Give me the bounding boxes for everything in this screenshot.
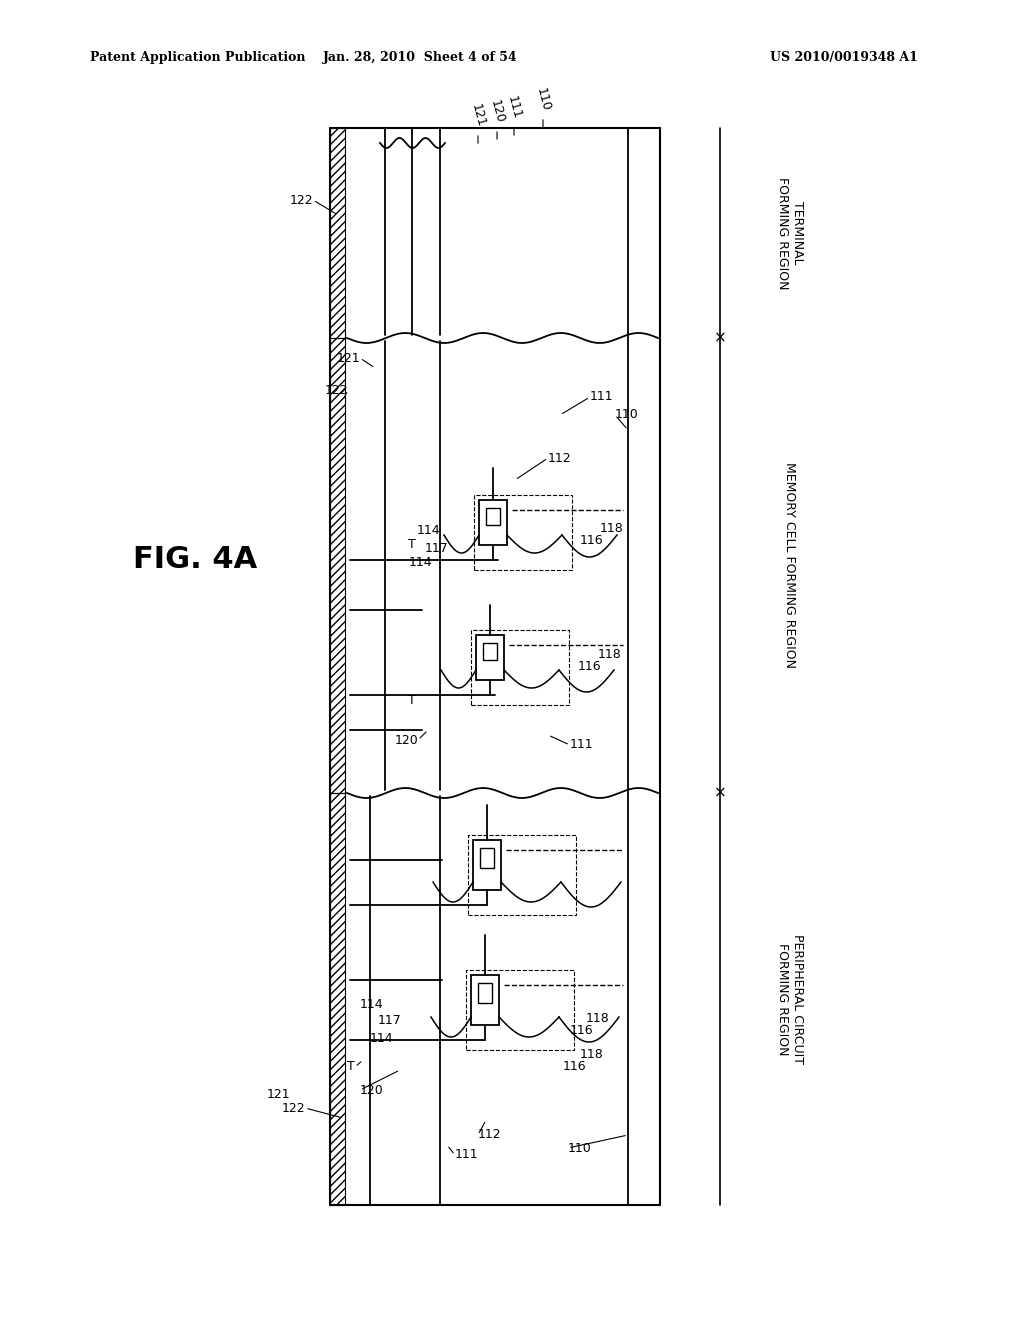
- Text: T: T: [409, 693, 416, 706]
- Text: 110: 110: [568, 1142, 592, 1155]
- Text: 111: 111: [570, 738, 594, 751]
- Bar: [474, 495, 572, 570]
- Text: 111: 111: [505, 95, 523, 121]
- Text: T: T: [409, 539, 416, 552]
- Text: 117: 117: [378, 1014, 401, 1027]
- Text: 118: 118: [586, 1011, 609, 1024]
- Text: 120: 120: [360, 1084, 384, 1097]
- Text: 114: 114: [417, 524, 440, 536]
- Text: 121: 121: [469, 103, 487, 129]
- Text: 121: 121: [336, 351, 360, 364]
- Bar: [486, 508, 500, 525]
- Bar: [330, 793, 345, 1205]
- Text: 116: 116: [570, 1023, 594, 1036]
- Text: 111: 111: [590, 391, 613, 404]
- Bar: [473, 840, 501, 890]
- Text: ×: ×: [714, 330, 726, 346]
- Text: 110: 110: [534, 87, 552, 114]
- Text: FIG. 4A: FIG. 4A: [133, 545, 257, 574]
- Text: 122: 122: [325, 384, 348, 396]
- Text: US 2010/0019348 A1: US 2010/0019348 A1: [770, 50, 918, 63]
- Text: 120: 120: [487, 99, 506, 125]
- Text: 118: 118: [580, 1048, 604, 1061]
- Text: ×: ×: [714, 785, 726, 800]
- Text: 116: 116: [563, 1060, 587, 1073]
- Bar: [483, 643, 497, 660]
- Text: Patent Application Publication: Patent Application Publication: [90, 50, 305, 63]
- Bar: [330, 338, 345, 793]
- Bar: [478, 983, 492, 1003]
- Text: TERMINAL
FORMING REGION: TERMINAL FORMING REGION: [776, 177, 804, 289]
- Text: 110: 110: [615, 408, 639, 421]
- Text: 114: 114: [360, 998, 384, 1011]
- Bar: [471, 975, 499, 1026]
- Bar: [466, 970, 574, 1049]
- Bar: [330, 128, 345, 338]
- Text: 118: 118: [598, 648, 622, 661]
- Text: MEMORY CELL FORMING REGION: MEMORY CELL FORMING REGION: [783, 462, 797, 668]
- Text: 117: 117: [424, 541, 449, 554]
- Text: 112: 112: [478, 1129, 502, 1142]
- Text: 116: 116: [578, 660, 602, 673]
- Text: 121: 121: [266, 1089, 290, 1101]
- Bar: [480, 847, 494, 869]
- Text: 122: 122: [282, 1101, 305, 1114]
- Bar: [479, 500, 507, 545]
- Bar: [471, 630, 569, 705]
- Text: 112: 112: [548, 451, 571, 465]
- Text: 111: 111: [455, 1148, 478, 1162]
- Text: 114: 114: [409, 557, 432, 569]
- Text: 118: 118: [600, 521, 624, 535]
- Text: 116: 116: [580, 533, 603, 546]
- Text: 114: 114: [370, 1031, 393, 1044]
- Text: PERIPHERAL CIRCUIT
FORMING REGION: PERIPHERAL CIRCUIT FORMING REGION: [776, 935, 804, 1064]
- Text: Jan. 28, 2010  Sheet 4 of 54: Jan. 28, 2010 Sheet 4 of 54: [323, 50, 517, 63]
- Text: T: T: [347, 1060, 355, 1073]
- Bar: [476, 635, 504, 680]
- Text: 122: 122: [290, 194, 313, 206]
- Bar: [468, 836, 575, 915]
- Text: 120: 120: [394, 734, 418, 747]
